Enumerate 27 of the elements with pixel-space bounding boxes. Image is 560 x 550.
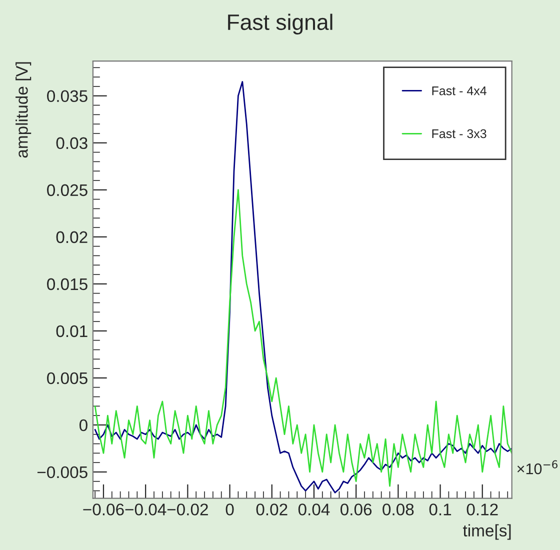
x-tick-label: 0.08: [382, 504, 414, 516]
chart-title: Fast signal: [228, 14, 332, 34]
y-tick-label: 0.035: [47, 90, 88, 102]
x-tick-label: 0.02: [256, 504, 288, 516]
y-tick-label: 0.015: [47, 278, 88, 290]
x-tick-label: 0: [226, 504, 234, 516]
y-tick-label: 0.005: [47, 372, 88, 384]
y-tick-label: 0: [79, 419, 88, 432]
y-tick-label: 0.02: [56, 231, 88, 244]
line-series: [94, 189, 512, 487]
x-tick-label: 0.1: [429, 504, 452, 516]
y-axis-title: amplitude [V]: [16, 62, 32, 158]
y-tick-label: 0.01: [56, 325, 88, 338]
y-tick-label: 0.025: [47, 184, 88, 196]
text: ×10$^{−6}$: [517, 460, 558, 474]
legend-label: Fast - 3x3: [432, 129, 486, 138]
x-tick-label: 0.06: [340, 504, 372, 516]
x-axis-title: time[s]: [463, 524, 511, 540]
line-series: [94, 81, 512, 494]
y-tick-label: −0.005: [37, 466, 88, 478]
x-tick-label: −0.04: [125, 504, 166, 516]
x-tick-label: −0.06: [83, 504, 124, 516]
x-tick-label: 0.12: [466, 504, 498, 516]
legend-label: Fast - 4x4: [432, 86, 486, 96]
x-tick-label: 0.04: [298, 504, 330, 516]
x-tick-label: −0.02: [167, 504, 208, 516]
y-tick-label: 0.03: [56, 137, 88, 150]
